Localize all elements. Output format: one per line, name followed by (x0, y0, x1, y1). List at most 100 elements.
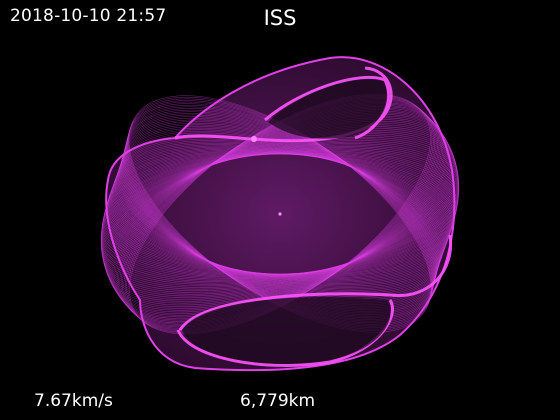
lower-ribbon-edge (178, 234, 453, 331)
orbit-track (101, 151, 459, 277)
lower-hole-edge (176, 299, 394, 367)
orbit-track (102, 152, 458, 276)
orbit-track (125, 106, 435, 322)
orbit-track (118, 103, 442, 325)
orbit-track (128, 95, 432, 333)
orbit-track (105, 122, 455, 306)
orbit-track (127, 100, 433, 328)
orbit-track (124, 108, 436, 320)
orbit-track (109, 115, 451, 313)
orbit-track (101, 135, 459, 293)
orbit-track (101, 150, 459, 278)
page-title: ISS (263, 6, 297, 30)
orbit-track (102, 133, 458, 295)
earth-center-dot-icon (278, 212, 282, 216)
orbit-track (126, 101, 434, 327)
timestamp: 2018-10-10 21:57 (10, 6, 167, 26)
orbit-track (106, 153, 454, 275)
orbit-track (107, 152, 453, 276)
orbit-track (122, 99, 438, 329)
orbit-track (100, 146, 460, 282)
orbit-track (109, 149, 451, 279)
orbit-track (120, 126, 440, 302)
orbit-track (110, 148, 450, 280)
orbit-track (124, 111, 436, 317)
orbit-track (121, 121, 439, 307)
orbit-track (124, 97, 436, 331)
orbit-track (107, 119, 453, 309)
orbit-track (114, 107, 446, 321)
orbit-track (119, 129, 441, 299)
orbit-track (102, 152, 458, 276)
orbit-track (118, 130, 442, 298)
orbit-track (121, 122, 439, 306)
orbit-track (100, 143, 460, 285)
upper-hole (268, 79, 388, 139)
orbit-track (111, 112, 449, 316)
orbit-track (101, 147, 459, 281)
orbit-track (118, 132, 442, 296)
orbit-track (114, 141, 446, 287)
orbit-track (103, 153, 457, 275)
orbit-track (116, 104, 444, 324)
orbit-track (101, 148, 459, 280)
lower-hole (182, 297, 391, 364)
orbit-track (105, 153, 455, 275)
orbit-track (101, 140, 459, 288)
orbit-track (108, 151, 452, 277)
orbit-track (104, 126, 456, 302)
orbit-track (120, 100, 440, 328)
orbit-track (126, 95, 434, 333)
orbit-track (104, 124, 456, 304)
orbit-track (112, 145, 448, 283)
orbit-track (108, 117, 452, 311)
orbit-track (111, 146, 449, 282)
orbit-track (113, 144, 447, 284)
orbit-track (109, 150, 451, 278)
orbit-track (124, 109, 436, 319)
orbit-track (111, 147, 449, 281)
orbit-track (125, 104, 435, 324)
orbit-track (100, 144, 460, 284)
orbit-track (101, 149, 459, 279)
orbit-track (117, 134, 443, 294)
orbit-track (113, 142, 447, 286)
orbit-track (119, 127, 441, 301)
orbit-track (115, 140, 445, 288)
orbit-track (122, 119, 438, 309)
orbit-track (129, 93, 431, 335)
distance-readout: 6,779km (240, 391, 316, 411)
orbit-track (113, 109, 447, 319)
orbit-track (104, 153, 456, 275)
orbit-track (115, 138, 445, 290)
orbit-holes (182, 79, 391, 364)
orbit-track (103, 153, 457, 275)
orbit-track (103, 128, 457, 300)
orbit-track (110, 114, 450, 314)
orbit-track (105, 153, 455, 275)
orbit-track (128, 96, 432, 332)
orbit-track (127, 98, 433, 330)
orbit-track (107, 152, 453, 276)
satellite-dot-icon (251, 136, 257, 142)
upper-hole-edge (264, 75, 390, 140)
orbit-track (120, 124, 440, 304)
orbit-track (106, 120, 454, 308)
orbit-track (112, 110, 448, 318)
orbit-track (127, 94, 433, 334)
orbit-track (119, 102, 441, 326)
orbit-track (102, 131, 458, 297)
orbit-track (123, 113, 437, 315)
orbit-track (104, 153, 456, 275)
orbit-track (116, 137, 444, 291)
orbit-track (103, 129, 457, 299)
orbit-track (101, 136, 459, 292)
orbit-track (117, 135, 443, 293)
orbit-track (123, 98, 437, 330)
orbit-track (100, 141, 460, 287)
orbit-track (101, 138, 459, 290)
speed-readout: 7.67km/s (34, 391, 113, 411)
orbit-track (126, 103, 434, 325)
